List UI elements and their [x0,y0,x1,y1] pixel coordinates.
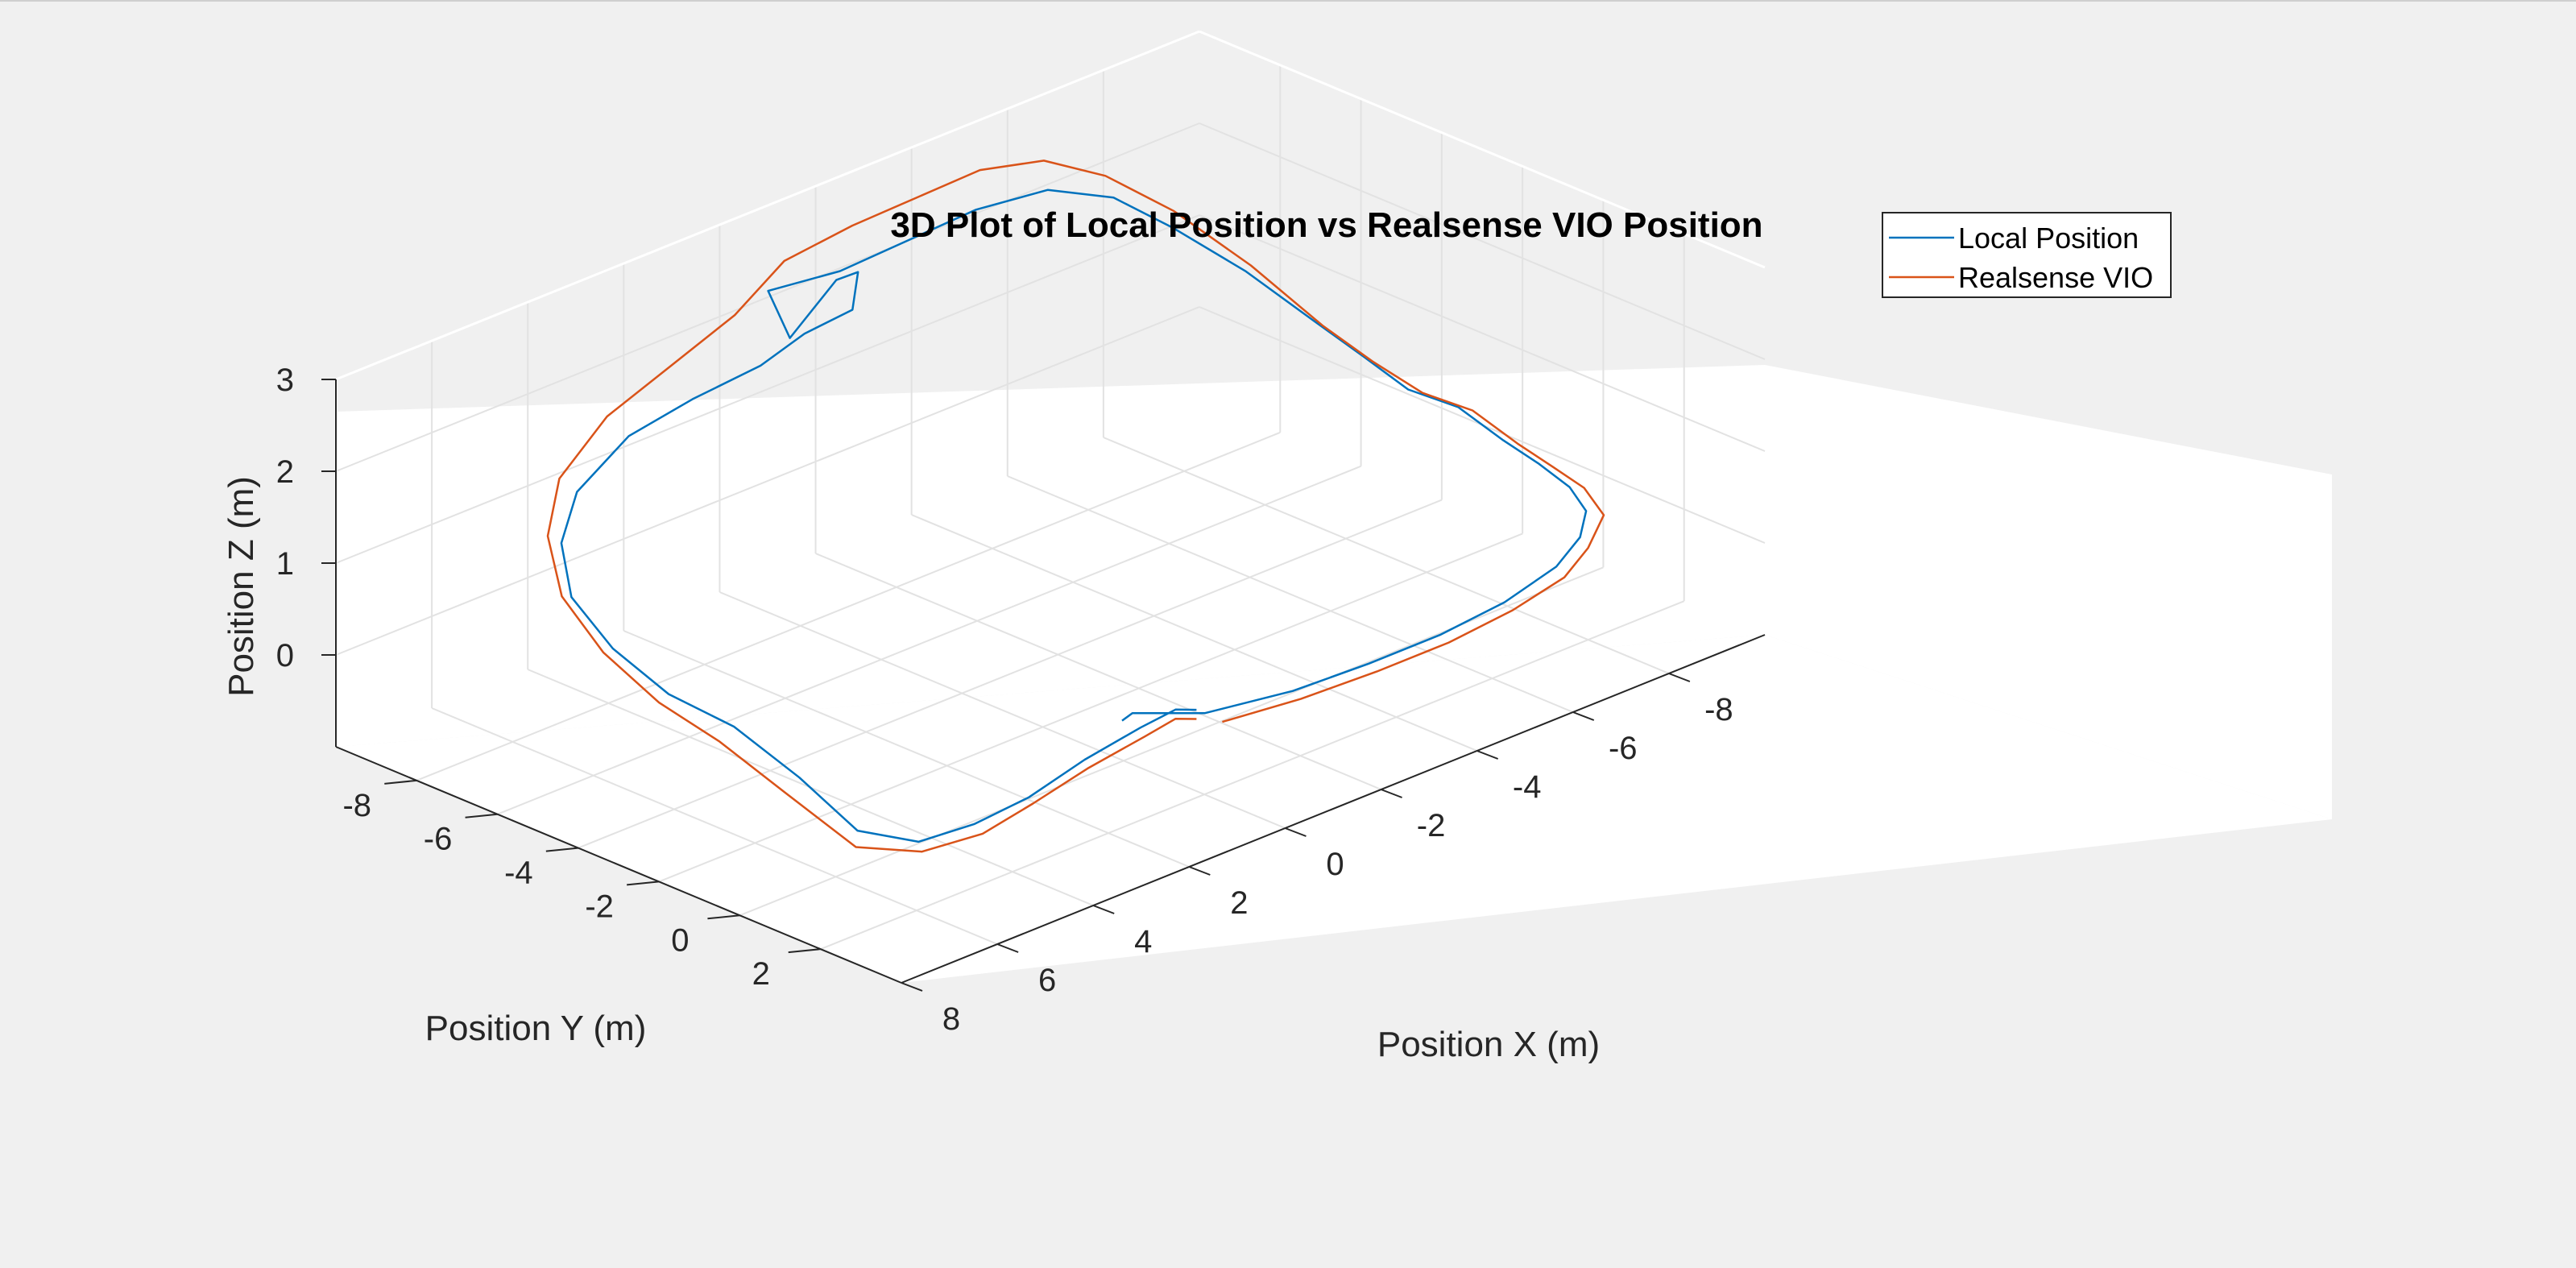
series-line-realsense-vio [546,160,1605,853]
grid-line-floor-x [815,553,1381,790]
y-tick-label: -6 [424,822,453,857]
x-tick-mark [1188,866,1211,876]
x-axis-line [901,634,1766,984]
x-tick-label: 6 [1038,963,1056,998]
x-tick-mark [1285,827,1307,837]
y-axis-line [335,746,902,984]
legend[interactable]: Local Position Realsense VIO [1882,212,2172,298]
series-group [546,160,1605,853]
y-tick-mark [627,881,660,886]
x-tick-label: 2 [1230,885,1248,921]
y-tick-mark [545,847,578,852]
legend-entry-local: Local Position [1958,222,2139,255]
axis-lines [321,379,1766,992]
y-tick-label: 0 [671,922,689,958]
grid-line-floor-y [497,465,1361,815]
grid-line-floor-y [416,431,1281,781]
grid-line-floor-x [431,707,998,945]
x-tick-label: 8 [942,1001,960,1037]
y-tick-mark [384,779,417,785]
x-tick-mark [1668,673,1691,682]
y-tick-mark [788,948,821,954]
z-tick-label: 3 [276,363,294,398]
y-tick-mark [707,914,740,920]
y-tick-label: 2 [752,956,770,992]
grid-line-wall-yz [1199,122,1766,360]
box-edge-top-back [335,30,1200,381]
grid-line-floor-y [578,499,1443,849]
z-tick-label: 0 [276,638,294,673]
legend-box [1882,212,2172,298]
grid-line-wall-xz [335,306,1200,656]
back-wall-yz [1765,365,2332,819]
grid-line-floor-y [658,532,1523,883]
x-tick-mark [1476,750,1499,760]
legend-entry-vio: Realsense VIO [1958,261,2153,294]
y-tick-label: -2 [585,889,614,924]
y-axis-label: Position Y (m) [425,1009,647,1048]
z-tick-label: 1 [276,546,294,582]
y-tick-label: -4 [504,856,533,891]
grid-line-floor-x [719,591,1286,829]
x-tick-mark [1092,905,1115,914]
x-tick-mark [901,982,923,992]
x-tick-label: -4 [1513,769,1542,805]
x-tick-label: 0 [1326,847,1344,882]
series-line-local-position [560,189,1588,843]
x-tick-mark [996,943,1019,953]
y-tick-label: -8 [342,788,371,823]
x-tick-label: -8 [1704,692,1733,727]
grid-line-wall-xz [335,122,1200,472]
axes-box [336,365,2332,983]
chart-title: 3D Plot of Local Position vs Realsense V… [890,205,1762,245]
x-axis-label: Position X (m) [1377,1025,1600,1064]
grid-line-wall-xz [335,214,1200,564]
grid-line-floor-x [1007,475,1574,713]
y-tick-mark [465,813,498,818]
z-tick-label: 2 [276,454,294,490]
tick-labels: -8 -6 -4 -2 0 2 4 6 8 -8 -6 -4 -2 0 2 0 1 2 3 [276,363,1733,1037]
z-axis-label: Position Z (m) [222,476,261,697]
box-edge-top-side [1199,30,1766,269]
back-wall-xz [336,365,1765,747]
grid-line-floor-x [623,630,1190,868]
grid-line-floor-x [911,514,1478,752]
x-tick-label: -2 [1417,808,1446,843]
x-tick-label: 4 [1134,924,1152,959]
grid-line-floor-y [820,600,1685,951]
x-tick-mark [1572,711,1595,721]
grid-line-wall-yz [1199,214,1766,452]
grid-line-floor-x [1103,437,1670,674]
x-tick-mark [1381,789,1402,798]
x-tick-label: -6 [1609,731,1638,766]
